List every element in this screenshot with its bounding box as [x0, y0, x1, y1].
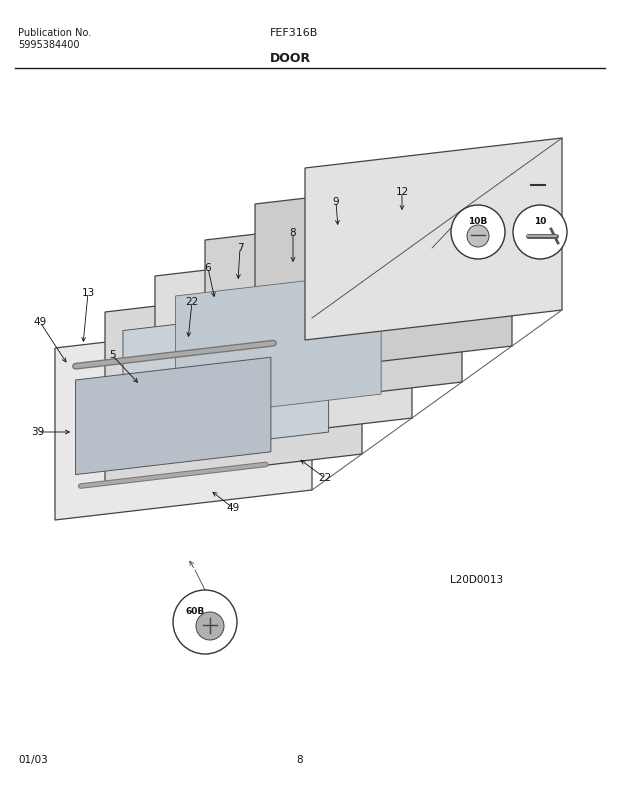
Text: 39: 39	[32, 427, 45, 437]
Text: 9: 9	[333, 197, 339, 207]
Polygon shape	[76, 357, 271, 475]
Text: 13: 13	[81, 288, 95, 298]
Text: 12: 12	[396, 187, 409, 197]
Text: 60B: 60B	[185, 607, 205, 616]
Text: 01/03: 01/03	[18, 755, 48, 765]
Text: L20D0013: L20D0013	[450, 575, 503, 585]
Text: 6: 6	[205, 263, 211, 273]
Text: 10: 10	[534, 218, 546, 226]
Text: 5: 5	[108, 350, 115, 360]
Text: 7: 7	[237, 243, 243, 253]
Polygon shape	[175, 272, 381, 418]
Text: 5995384400: 5995384400	[18, 40, 79, 50]
Text: 22: 22	[319, 473, 332, 483]
Text: 49: 49	[33, 317, 46, 327]
Text: DOOR: DOOR	[270, 52, 311, 65]
Polygon shape	[205, 210, 462, 412]
Polygon shape	[255, 174, 512, 376]
Circle shape	[467, 225, 489, 247]
Text: 10B: 10B	[468, 218, 487, 226]
Polygon shape	[305, 138, 562, 340]
Circle shape	[196, 612, 224, 640]
Polygon shape	[105, 282, 362, 484]
Text: eReplacementParts.com: eReplacementParts.com	[195, 420, 315, 430]
Circle shape	[173, 590, 237, 654]
Polygon shape	[55, 318, 312, 520]
Text: 8: 8	[297, 755, 303, 765]
Text: Publication No.: Publication No.	[18, 28, 91, 38]
Circle shape	[513, 205, 567, 259]
Text: 49: 49	[226, 503, 239, 513]
Circle shape	[451, 205, 505, 259]
Polygon shape	[155, 246, 412, 448]
Text: 22: 22	[185, 297, 198, 307]
Text: FEF316B: FEF316B	[270, 28, 319, 38]
Polygon shape	[123, 306, 329, 456]
Text: 8: 8	[290, 228, 296, 238]
